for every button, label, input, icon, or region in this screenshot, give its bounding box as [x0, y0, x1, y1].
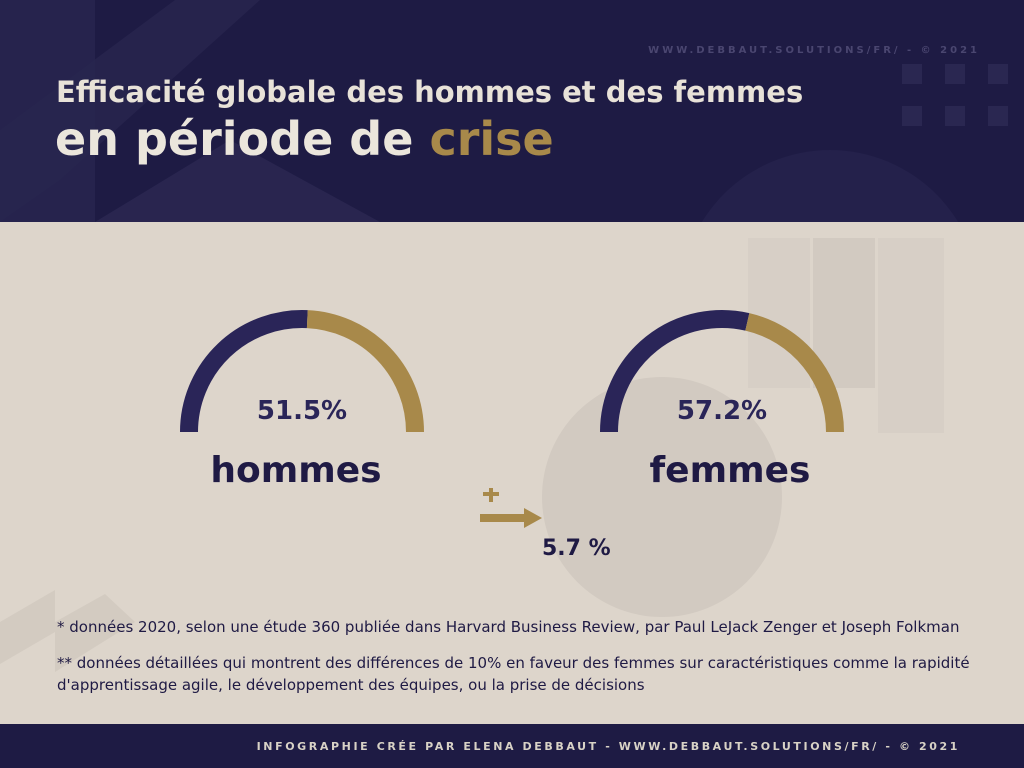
header-decoration [0, 0, 1008, 222]
footer-credit: INFOGRAPHIE CRÉE PAR ELENA DEBBAUT - WWW… [256, 740, 960, 753]
plus-arrow-icon [480, 488, 542, 528]
gauge-hommes-label: hommes [210, 450, 382, 491]
header-banner: WWW.DEBBAUT.SOLUTIONS/FR/ - © 2021 Effic… [0, 0, 1024, 222]
title-prefix: en période de [55, 112, 430, 166]
site-url-top: WWW.DEBBAUT.SOLUTIONS/FR/ - © 2021 [648, 45, 980, 56]
gauge-femmes [600, 310, 844, 433]
title-line-2: en période de crise [55, 112, 554, 166]
gauge-hommes-primary-arc [180, 310, 308, 433]
gauge-hommes-value: 51.5% [256, 396, 348, 426]
footer-bar: INFOGRAPHIE CRÉE PAR ELENA DEBBAUT - WWW… [0, 724, 1024, 768]
gauge-femmes-secondary-arc [745, 313, 844, 433]
footnote-details: ** données détaillées qui montrent des d… [57, 654, 970, 694]
title-accent-word: crise [429, 112, 554, 166]
difference-value: 5.7 % [542, 536, 611, 561]
background-decoration [0, 238, 944, 672]
title-line-1: Efficacité globale des hommes et des fem… [56, 75, 804, 109]
gauge-femmes-primary-arc [600, 310, 750, 433]
gauge-femmes-label: femmes [649, 450, 811, 491]
gauge-hommes [180, 310, 424, 433]
footnote-source: * données 2020, selon une étude 360 publ… [57, 618, 960, 636]
gauge-hommes-secondary-arc [306, 310, 424, 433]
gauge-femmes-value: 57.2% [676, 396, 768, 426]
